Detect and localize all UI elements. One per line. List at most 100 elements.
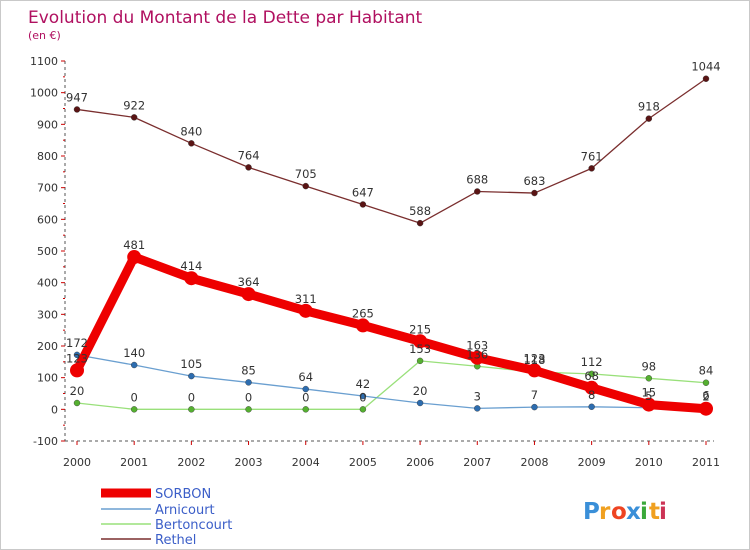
legend-label-sorbon: SORBON bbox=[155, 487, 211, 502]
data-label-sorbon: 311 bbox=[295, 292, 317, 306]
data-label-rethel: 688 bbox=[466, 172, 488, 186]
chart-axes: -100010020030040050060070080090010001100… bbox=[30, 55, 720, 469]
data-point-bertoncourt bbox=[702, 379, 710, 386]
x-tick-label: 2005 bbox=[349, 456, 377, 469]
x-tick-label: 2004 bbox=[292, 456, 320, 469]
data-label-bertoncourt: 0 bbox=[131, 390, 138, 404]
data-label-rethel: 918 bbox=[638, 100, 660, 114]
data-label-rethel: 1044 bbox=[691, 60, 720, 74]
data-point-arnicourt bbox=[416, 399, 424, 407]
data-point-sorbon bbox=[413, 334, 428, 349]
data-label-arnicourt: 20 bbox=[413, 384, 428, 398]
y-tick-label: 600 bbox=[37, 213, 58, 226]
data-point-sorbon bbox=[70, 363, 84, 378]
data-point-rethel bbox=[130, 114, 138, 121]
data-point-sorbon bbox=[470, 350, 485, 365]
x-tick-label: 2007 bbox=[463, 456, 491, 469]
data-label-arnicourt: 64 bbox=[298, 370, 313, 384]
data-label-bertoncourt: 98 bbox=[641, 359, 656, 373]
data-label-arnicourt: 85 bbox=[241, 363, 256, 377]
data-label-sorbon: 364 bbox=[238, 275, 260, 289]
data-label-sorbon: 265 bbox=[352, 306, 374, 320]
x-tick-label: 2010 bbox=[635, 456, 663, 469]
data-point-bertoncourt bbox=[302, 406, 309, 413]
x-tick-label: 2008 bbox=[520, 456, 548, 469]
data-point-sorbon bbox=[184, 271, 199, 286]
y-tick-label: 1000 bbox=[30, 87, 58, 100]
data-label-bertoncourt: 0 bbox=[359, 390, 366, 404]
logo-letter: t bbox=[649, 499, 660, 525]
data-point-rethel bbox=[531, 189, 538, 197]
y-tick-label: 500 bbox=[37, 245, 58, 258]
data-point-rethel bbox=[245, 164, 252, 171]
data-point-arnicourt bbox=[474, 405, 481, 412]
data-label-sorbon: 15 bbox=[641, 386, 656, 400]
logo-letter: P bbox=[583, 499, 600, 525]
data-point-sorbon bbox=[298, 303, 313, 318]
data-label-sorbon: 68 bbox=[584, 369, 599, 383]
data-label-sorbon: 123 bbox=[523, 351, 545, 365]
data-label-rethel: 705 bbox=[295, 167, 317, 181]
data-label-bertoncourt: 84 bbox=[699, 364, 714, 378]
data-label-bertoncourt: 0 bbox=[302, 390, 309, 404]
data-label-sorbon: 2 bbox=[702, 390, 709, 404]
data-label-bertoncourt: 20 bbox=[70, 384, 85, 398]
data-point-bertoncourt bbox=[130, 406, 138, 413]
data-point-bertoncourt bbox=[359, 406, 367, 413]
legend-label-rethel: Rethel bbox=[155, 533, 196, 548]
data-label-sorbon: 481 bbox=[123, 238, 145, 252]
data-point-rethel bbox=[359, 201, 367, 208]
data-label-rethel: 922 bbox=[123, 98, 145, 112]
y-tick-label: 1100 bbox=[30, 55, 58, 68]
x-tick-label: 2009 bbox=[578, 456, 606, 469]
data-label-arnicourt: 42 bbox=[356, 377, 371, 391]
data-label-arnicourt: 3 bbox=[474, 389, 481, 403]
data-point-rethel bbox=[588, 165, 595, 172]
x-tick-label: 2001 bbox=[120, 456, 148, 469]
data-point-bertoncourt bbox=[188, 406, 195, 413]
data-label-arnicourt: 140 bbox=[123, 346, 145, 360]
data-point-arnicourt bbox=[359, 392, 367, 400]
data-label-rethel: 947 bbox=[66, 90, 88, 104]
data-point-arnicourt bbox=[531, 403, 538, 411]
data-point-sorbon bbox=[641, 397, 656, 412]
data-point-sorbon bbox=[527, 363, 542, 378]
data-point-arnicourt bbox=[130, 361, 138, 369]
logo-letter: o bbox=[611, 499, 627, 525]
data-point-bertoncourt bbox=[73, 399, 81, 407]
data-label-arnicourt: 6 bbox=[702, 388, 709, 402]
data-label-bertoncourt: 153 bbox=[409, 342, 431, 356]
y-tick-label: 300 bbox=[37, 308, 58, 321]
data-label-rethel: 588 bbox=[409, 204, 431, 218]
x-tick-label: 2003 bbox=[235, 456, 263, 469]
data-point-rethel bbox=[702, 75, 710, 82]
data-label-arnicourt: 105 bbox=[180, 357, 202, 371]
data-label-bertoncourt: 0 bbox=[245, 390, 252, 404]
data-point-bertoncourt bbox=[245, 406, 252, 413]
data-label-sorbon: 163 bbox=[466, 339, 488, 353]
x-tick-label: 2000 bbox=[63, 456, 91, 469]
data-label-rethel: 764 bbox=[238, 148, 260, 162]
series-line-bertoncourt bbox=[76, 360, 707, 410]
y-tick-label: -100 bbox=[33, 435, 58, 448]
data-label-bertoncourt: 136 bbox=[466, 347, 488, 361]
data-point-sorbon bbox=[241, 287, 256, 302]
series-line-arnicourt bbox=[76, 354, 707, 410]
logo-letter: i bbox=[640, 499, 648, 525]
data-point-sorbon bbox=[699, 401, 713, 416]
data-point-bertoncourt bbox=[588, 370, 595, 378]
data-label-sorbon: 123 bbox=[66, 351, 88, 365]
data-label-rethel: 840 bbox=[180, 124, 202, 138]
data-point-arnicourt bbox=[188, 372, 195, 380]
y-tick-label: 800 bbox=[37, 150, 58, 163]
series-line-rethel bbox=[76, 78, 707, 224]
series-layer bbox=[70, 75, 713, 416]
y-tick-label: 700 bbox=[37, 182, 58, 195]
data-point-bertoncourt bbox=[416, 357, 424, 365]
logo-letter: x bbox=[626, 499, 641, 525]
series-line-sorbon bbox=[72, 252, 711, 414]
data-label-rethel: 683 bbox=[523, 174, 545, 188]
data-point-arnicourt bbox=[588, 403, 595, 410]
